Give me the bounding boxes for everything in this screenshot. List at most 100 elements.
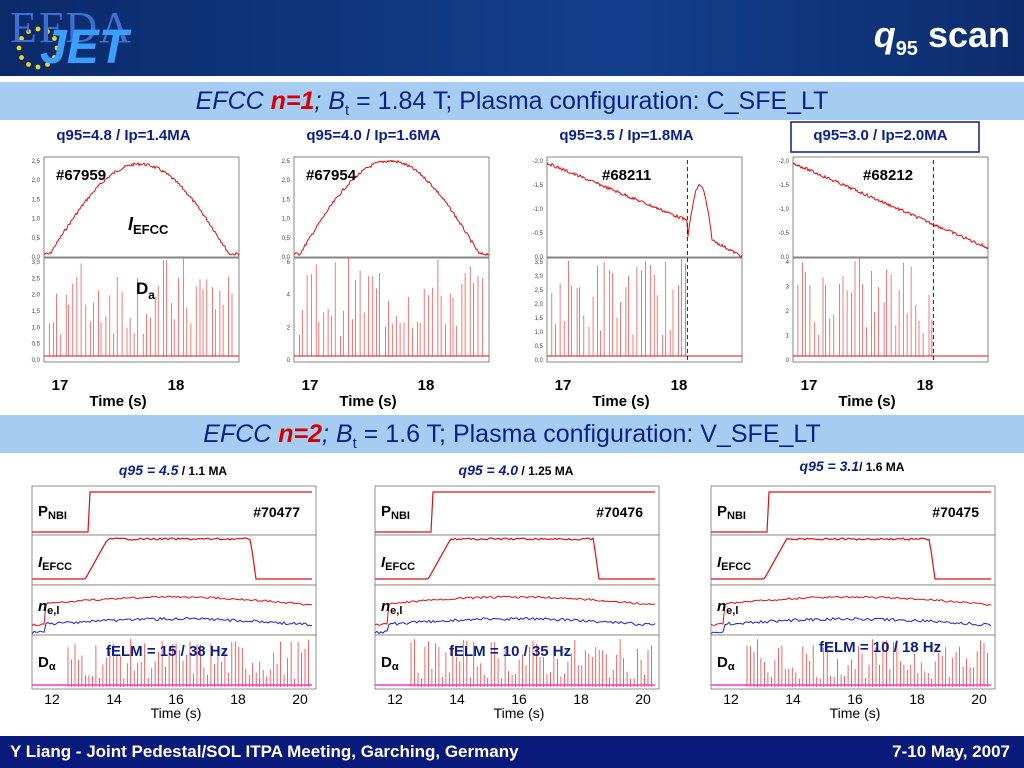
y-tick: 0,0 bbox=[282, 255, 291, 261]
q-label: q95 = 3.1/ 1.6 MA bbox=[800, 458, 905, 474]
y-tick: 1,5 bbox=[282, 197, 291, 203]
row-label: ne,l bbox=[38, 598, 59, 617]
x-axis-label: Time (s) bbox=[89, 393, 146, 410]
lower-frame bbox=[546, 257, 743, 363]
band2-n: n=2 bbox=[278, 420, 323, 448]
x-tick: 18 bbox=[671, 377, 688, 394]
row-frame bbox=[31, 634, 317, 690]
q-label: q95=3.5 / Ip=1.8MA bbox=[559, 127, 693, 144]
x-tick: 12 bbox=[44, 691, 60, 707]
efcc-trace bbox=[546, 162, 743, 259]
x-axis-label: Time (s) bbox=[838, 393, 895, 410]
title-rest: scan bbox=[917, 14, 1010, 55]
y-tick: 1,0 bbox=[32, 325, 41, 331]
y-tick: -0,5 bbox=[779, 231, 790, 237]
row-frame bbox=[31, 485, 317, 536]
y-tick: 3 bbox=[786, 285, 790, 291]
y-tick: 4 bbox=[287, 293, 291, 299]
x-tick: 18 bbox=[168, 377, 185, 394]
y-tick: 2,5 bbox=[282, 159, 291, 165]
y-tick: 2 bbox=[786, 309, 790, 315]
eu-star bbox=[52, 36, 57, 41]
y-tick: 0 bbox=[287, 358, 291, 364]
dalpha-trace bbox=[797, 257, 933, 356]
panel-bottom-3: q95 = 3.1/ 1.6 MA PNBI IEFCC ne,l Dα #70475 fE… bbox=[710, 458, 996, 721]
row-label: Dα bbox=[381, 654, 399, 673]
title-q: q bbox=[873, 14, 896, 55]
shot-number: #70475 bbox=[932, 504, 979, 520]
dalpha-trace bbox=[48, 258, 233, 356]
ne-red-trace bbox=[710, 595, 992, 626]
y-tick: 1,5 bbox=[32, 309, 41, 315]
q-label: q95 = 4.0 / 1.25 MA bbox=[459, 462, 574, 478]
y-tick: 0,0 bbox=[535, 358, 544, 364]
x-tick: 20 bbox=[971, 691, 987, 707]
band1-rest: = 1.84 T; Plasma configuration: C_SFE_LT bbox=[349, 87, 829, 115]
y-tick: 3,0 bbox=[32, 260, 41, 266]
eu-star bbox=[26, 62, 31, 67]
y-tick: 0,0 bbox=[781, 255, 790, 261]
upper-frame bbox=[293, 156, 490, 258]
row-label: PNBI bbox=[717, 503, 746, 522]
row-frame bbox=[710, 634, 996, 690]
lower-frame bbox=[43, 257, 240, 363]
section-band-n2: EFCC n=2; Bt = 1.6 T; Plasma configurati… bbox=[0, 413, 1024, 455]
panel-bottom-1: q95 = 4.5 / 1.1 MA PNBI IEFCC ne,l Dα #70477 f… bbox=[31, 462, 317, 721]
y-tick: 2,5 bbox=[535, 288, 544, 294]
y-tick: 1,0 bbox=[32, 217, 41, 223]
x-axis-label: Time (s) bbox=[830, 705, 881, 721]
row-label: PNBI bbox=[38, 503, 67, 522]
y-tick: 0,0 bbox=[535, 255, 544, 261]
x-axis-label: Time (s) bbox=[339, 393, 396, 410]
y-tick: 1,5 bbox=[32, 197, 41, 203]
dalpha-trace bbox=[746, 639, 988, 687]
felm-label: fELM = 10 / 35 Hz bbox=[449, 643, 571, 660]
dalpha-trace bbox=[299, 257, 484, 356]
efda-logo: EFDA bbox=[10, 3, 133, 52]
y-tick: 2,0 bbox=[282, 178, 291, 184]
row-label: Dα bbox=[38, 654, 56, 673]
efcc-trace bbox=[43, 161, 240, 256]
row-label: PNBI bbox=[381, 503, 410, 522]
x-tick: 17 bbox=[555, 377, 572, 394]
band1-efcc: EFCC bbox=[195, 87, 271, 115]
panel-top-3: q95=3.5 / Ip=1.8MA 0,0 -0,5 -1,0 -1,5 -2,0 0,0… bbox=[533, 127, 743, 410]
eu-star bbox=[35, 26, 41, 32]
section-band-n1: EFCC n=1; Bt = 1.84 T; Plasma configurat… bbox=[0, 80, 1024, 122]
row-frame bbox=[710, 485, 996, 536]
y-tick: 0,5 bbox=[535, 344, 544, 350]
x-axis-label: Time (s) bbox=[151, 705, 202, 721]
row-label: Dα bbox=[717, 654, 735, 673]
y-tick: 2,0 bbox=[535, 302, 544, 308]
y-tick: 3,5 bbox=[535, 260, 544, 266]
footer-left: Y Liang - Joint Pedestal/SOL ITPA Meetin… bbox=[10, 742, 519, 761]
q-label: q95=3.0 / Ip=2.0MA bbox=[813, 127, 947, 144]
band2-bsub: t bbox=[352, 435, 357, 452]
eu-star bbox=[19, 36, 24, 41]
band2-efcc: EFCC bbox=[203, 420, 279, 448]
row-label: IEFCC bbox=[38, 554, 72, 573]
x-tick: 18 bbox=[917, 377, 934, 394]
band1-bsub: t bbox=[345, 102, 350, 119]
footer-right: 7-10 May, 2007 bbox=[892, 742, 1010, 761]
ne-blue-trace bbox=[31, 616, 313, 635]
shot-number: #67954 bbox=[306, 167, 357, 184]
y-tick: -1,5 bbox=[533, 183, 544, 189]
band1-semi: ; bbox=[314, 87, 329, 115]
y-tick: 1,5 bbox=[535, 316, 544, 322]
y-tick: 0,0 bbox=[32, 358, 41, 364]
eu-star bbox=[35, 64, 41, 70]
y-tick: 0,5 bbox=[32, 236, 41, 242]
row-label: IEFCC bbox=[381, 554, 415, 573]
y-tick: 0,5 bbox=[282, 236, 291, 242]
x-axis-label: Time (s) bbox=[494, 705, 545, 721]
x-tick: 17 bbox=[302, 377, 319, 394]
band2-semi: ; bbox=[322, 420, 336, 448]
row-frame bbox=[374, 485, 660, 536]
pnbi-trace bbox=[32, 491, 312, 533]
felm-label: fELM = 15 / 38 Hz bbox=[106, 643, 228, 660]
y-tick: 3,0 bbox=[535, 274, 544, 280]
shot-number: #68211 bbox=[602, 167, 651, 184]
upper-frame bbox=[43, 156, 240, 258]
row-frame bbox=[710, 534, 996, 586]
